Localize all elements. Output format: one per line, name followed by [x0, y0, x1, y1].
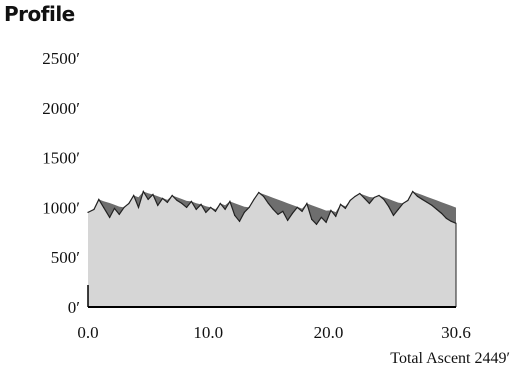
x-tick-label: 20.0: [314, 323, 344, 342]
elevation-point: [287, 219, 289, 221]
elevation-point: [397, 208, 399, 210]
elevation-point: [407, 199, 409, 202]
elevation-point: [258, 191, 260, 194]
elevation-point: [137, 206, 140, 208]
elevation-point: [224, 208, 226, 210]
elevation-point: [291, 212, 294, 214]
elevation-point: [118, 213, 120, 215]
elevation-point: [214, 210, 217, 212]
y-tick-label: 500′: [51, 248, 80, 267]
elevation-point: [315, 223, 318, 225]
x-tick-labels: 0.0 10.0 20.0 30.6: [77, 323, 471, 342]
elevation-point: [296, 206, 298, 208]
elevation-point: [195, 208, 197, 210]
elevation-point: [325, 221, 327, 223]
elevation-point: [186, 206, 188, 208]
total-ascent-annotation: Total Ascent 2449′: [390, 350, 510, 367]
elevation-point: [306, 202, 308, 205]
elevation-point: [335, 215, 337, 217]
elevation-point: [349, 199, 351, 202]
elevation-point: [267, 202, 269, 205]
elevation-point: [128, 202, 130, 205]
elevation-point: [109, 216, 111, 218]
elevation-point: [161, 197, 164, 200]
elevation-point: [416, 195, 419, 198]
elevation-point: [248, 206, 250, 208]
elevation-point: [272, 208, 274, 210]
elevation-point: [450, 220, 452, 222]
elevation-point: [93, 208, 95, 210]
elevation-point: [383, 198, 385, 201]
elevation-point: [243, 211, 245, 213]
elevation-point: [339, 203, 342, 206]
elevation-area: [88, 191, 456, 307]
elevation-point: [436, 208, 438, 210]
elevation-point: [301, 210, 303, 212]
elevation-point: [277, 213, 279, 215]
elevation-point: [311, 218, 313, 220]
elevation-point: [354, 195, 356, 198]
elevation-point: [171, 194, 173, 197]
elevation-point: [200, 203, 202, 206]
ascent-shading: [88, 191, 456, 225]
elevation-point: [123, 206, 125, 208]
elevation-point: [238, 220, 241, 222]
axes: [87, 285, 456, 308]
y-tick-label: 0′: [68, 298, 80, 317]
elevation-point: [103, 206, 105, 208]
elevation-point: [229, 200, 231, 203]
elevation-point: [440, 212, 443, 214]
elevation-point: [157, 204, 159, 207]
elevation-point: [166, 201, 168, 204]
elevation-point: [373, 196, 375, 199]
elevation-point: [402, 202, 404, 205]
elevation-point: [190, 200, 193, 203]
x-tick-label: 10.0: [193, 323, 223, 342]
elevation-point: [426, 201, 428, 204]
elevation-point: [388, 205, 390, 208]
elevation-point: [368, 202, 371, 205]
elevation-point: [431, 204, 433, 207]
y-tick-labels: 0′ 500′ 1000′ 1500′ 2000′ 2500′: [42, 49, 80, 317]
elevation-point: [320, 216, 322, 218]
elevation-point: [412, 190, 414, 193]
elevation-point: [152, 193, 154, 196]
elevation-point: [421, 198, 423, 201]
y-tick-label: 2500′: [42, 49, 80, 68]
elevation-point: [147, 198, 149, 201]
x-tick-label: 30.6: [441, 323, 471, 342]
elevation-point: [181, 202, 183, 205]
elevation-point: [219, 202, 221, 205]
elevation-point: [210, 206, 212, 208]
x-tick-label: 0.0: [77, 323, 98, 342]
elevation-point: [205, 211, 207, 213]
elevation-point: [378, 194, 380, 197]
elevation-point: [359, 192, 361, 195]
elevation-point: [445, 217, 447, 219]
elevation-point: [330, 209, 332, 211]
elevation-point: [234, 214, 236, 216]
y-tick-label: 1500′: [42, 149, 80, 168]
chart-title: Profile: [4, 2, 75, 26]
plot-area: [87, 189, 457, 307]
elevation-point: [253, 198, 255, 201]
elevation-point: [98, 198, 100, 201]
elevation-point: [87, 211, 89, 213]
elevation-point: [344, 207, 346, 209]
elevation-point: [392, 214, 395, 216]
elevation-point: [113, 207, 116, 209]
y-tick-label: 2000′: [42, 99, 80, 118]
elevation-point: [262, 195, 265, 198]
y-tick-label: 1000′: [42, 198, 80, 217]
elevation-point: [142, 190, 144, 193]
elevation-point: [282, 210, 284, 212]
elevation-point: [133, 194, 135, 197]
elevation-point: [364, 197, 366, 200]
elevation-point: [176, 199, 178, 202]
